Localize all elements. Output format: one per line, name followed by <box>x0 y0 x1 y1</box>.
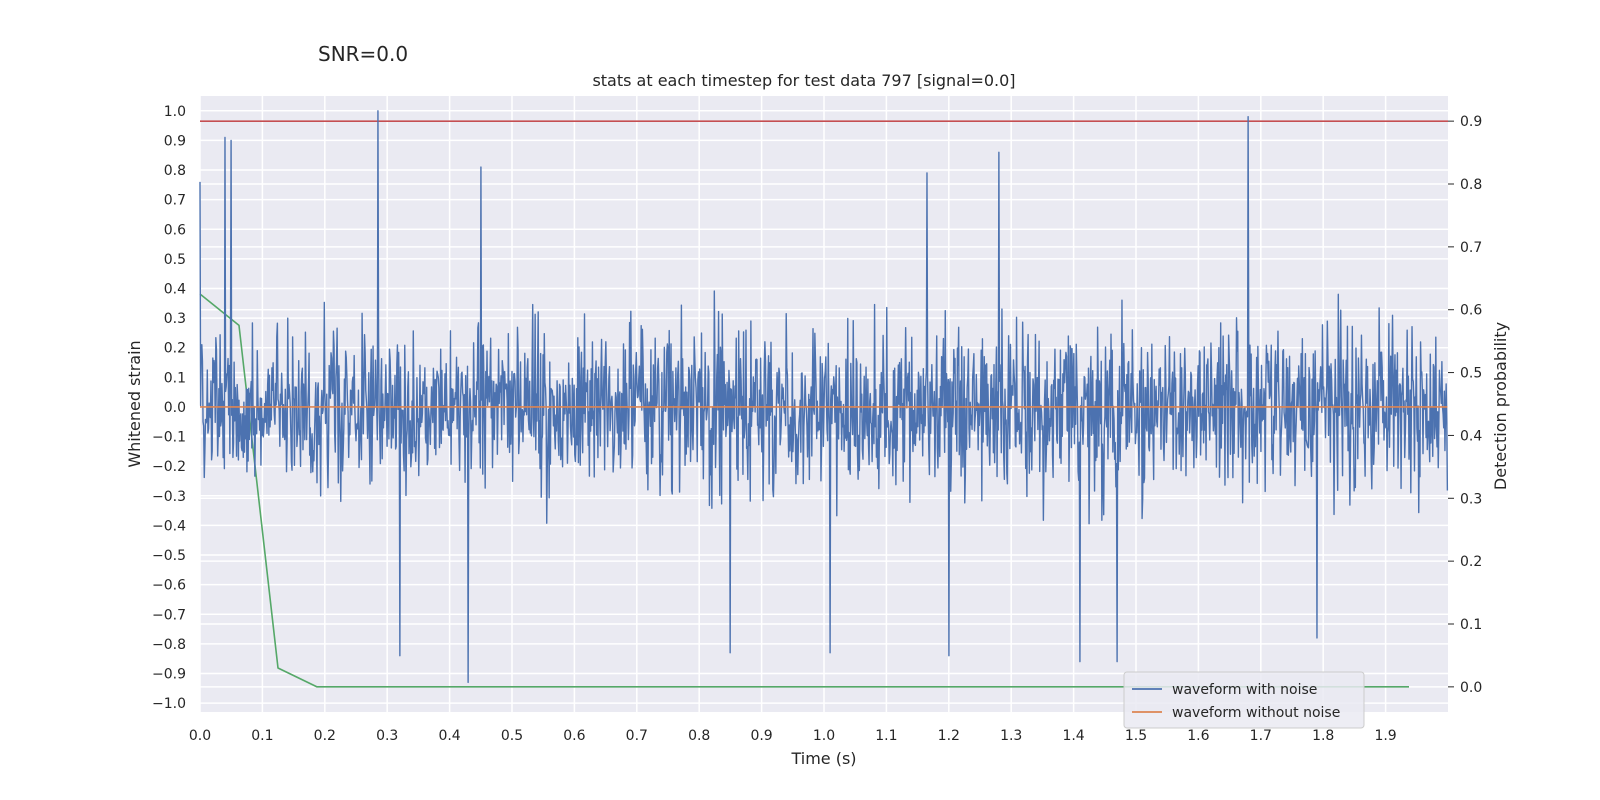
series-line-waveform-with-noise <box>199 110 1449 684</box>
y2-tick-label: 0.9 <box>1460 114 1482 130</box>
x-tick-label: 0.2 <box>314 728 336 744</box>
y2-tick-label: 0.0 <box>1460 680 1482 696</box>
x-tick-label: 0.0 <box>189 728 211 744</box>
y-tick-label: 0.1 <box>164 370 186 386</box>
y-axis-label: Whitened strain <box>125 340 144 467</box>
x-tick-label: 1.7 <box>1250 728 1272 744</box>
y2-tick-label: 0.1 <box>1460 617 1482 633</box>
y-tick-label: −0.9 <box>152 667 186 683</box>
x-tick-label: 0.6 <box>563 728 585 744</box>
y-tick-label: −0.7 <box>152 607 186 623</box>
y-tick-label: −0.3 <box>152 489 186 505</box>
x-tick-label: 1.5 <box>1125 728 1147 744</box>
x-tick-label: 0.7 <box>626 728 648 744</box>
legend-box <box>1123 671 1365 729</box>
y-tick-label: −0.6 <box>152 578 186 594</box>
x-tick-label: 1.1 <box>875 728 897 744</box>
y-tick-label: 1.0 <box>164 104 186 120</box>
y-tick-label: −0.5 <box>152 548 186 564</box>
y-tick-label: 0.2 <box>164 341 186 357</box>
x-tick-label: 0.9 <box>750 728 772 744</box>
y2-tick-label: 0.2 <box>1460 554 1482 570</box>
y-tick-label: 0.8 <box>164 163 186 179</box>
legend-label: waveform without noise <box>1172 705 1340 721</box>
x-tick-label: 0.5 <box>501 728 523 744</box>
x-tick-label: 1.3 <box>1000 728 1022 744</box>
x-ticks: 0.0 0.1 0.2 0.3 0.4 0.5 0.6 0.7 0.8 0.9 1.0 1.1 1.2 1… <box>189 728 1397 744</box>
y-tick-label: 0.3 <box>164 311 186 327</box>
legend: waveform with noise waveform without nois… <box>1123 671 1365 729</box>
y2-axis-label: Detection probability <box>1491 322 1510 490</box>
y-tick-label: 0.9 <box>164 133 186 149</box>
x-tick-label: 1.6 <box>1187 728 1209 744</box>
legend-label: waveform with noise <box>1172 682 1317 698</box>
y-tick-label: 0.7 <box>164 193 186 209</box>
y2-tick-label: 0.6 <box>1460 303 1482 319</box>
y2-tick-label: 0.3 <box>1460 491 1482 507</box>
x-tick-label: 1.2 <box>938 728 960 744</box>
y2-tick-label: 0.4 <box>1460 428 1482 444</box>
y2-tick-label: 0.8 <box>1460 177 1482 193</box>
x-tick-label: 1.8 <box>1312 728 1334 744</box>
noise-layer <box>199 110 1449 684</box>
y2-tick-label: 0.7 <box>1460 240 1482 256</box>
y-tick-label: −0.8 <box>152 637 186 653</box>
x-tick-label: 0.3 <box>376 728 398 744</box>
x-tick-label: 1.4 <box>1062 728 1084 744</box>
x-tick-label: 1.9 <box>1374 728 1396 744</box>
x-axis-label: Time (s) <box>790 749 856 768</box>
y-tick-label: −1.0 <box>152 696 186 712</box>
y-tick-label: −0.4 <box>152 518 186 534</box>
y-tick-label: 0.5 <box>164 252 186 268</box>
y-tick-label: 0.6 <box>164 222 186 238</box>
x-tick-label: 0.1 <box>251 728 273 744</box>
y-ticks: 1.0 0.9 0.8 0.7 0.6 0.5 0.4 0.3 0.2 0.1 0.0 −0.1 −0.… <box>152 104 186 712</box>
x-tick-label: 0.8 <box>688 728 710 744</box>
y-tick-label: 0.0 <box>164 400 186 416</box>
y-tick-label: 0.4 <box>164 282 186 298</box>
x-tick-label: 0.4 <box>438 728 460 744</box>
chart-suptitle: SNR=0.0 <box>318 42 408 66</box>
y2-tick-label: 0.5 <box>1460 366 1482 382</box>
y-tick-label: −0.2 <box>152 459 186 475</box>
y-tick-label: −0.1 <box>152 430 186 446</box>
y2-ticks: 0.9 0.8 0.7 0.6 0.5 0.4 0.3 0.2 0.1 0.0 <box>1448 114 1482 696</box>
x-tick-label: 1.0 <box>813 728 835 744</box>
chart-title: stats at each timestep for test data 797… <box>592 71 1015 90</box>
